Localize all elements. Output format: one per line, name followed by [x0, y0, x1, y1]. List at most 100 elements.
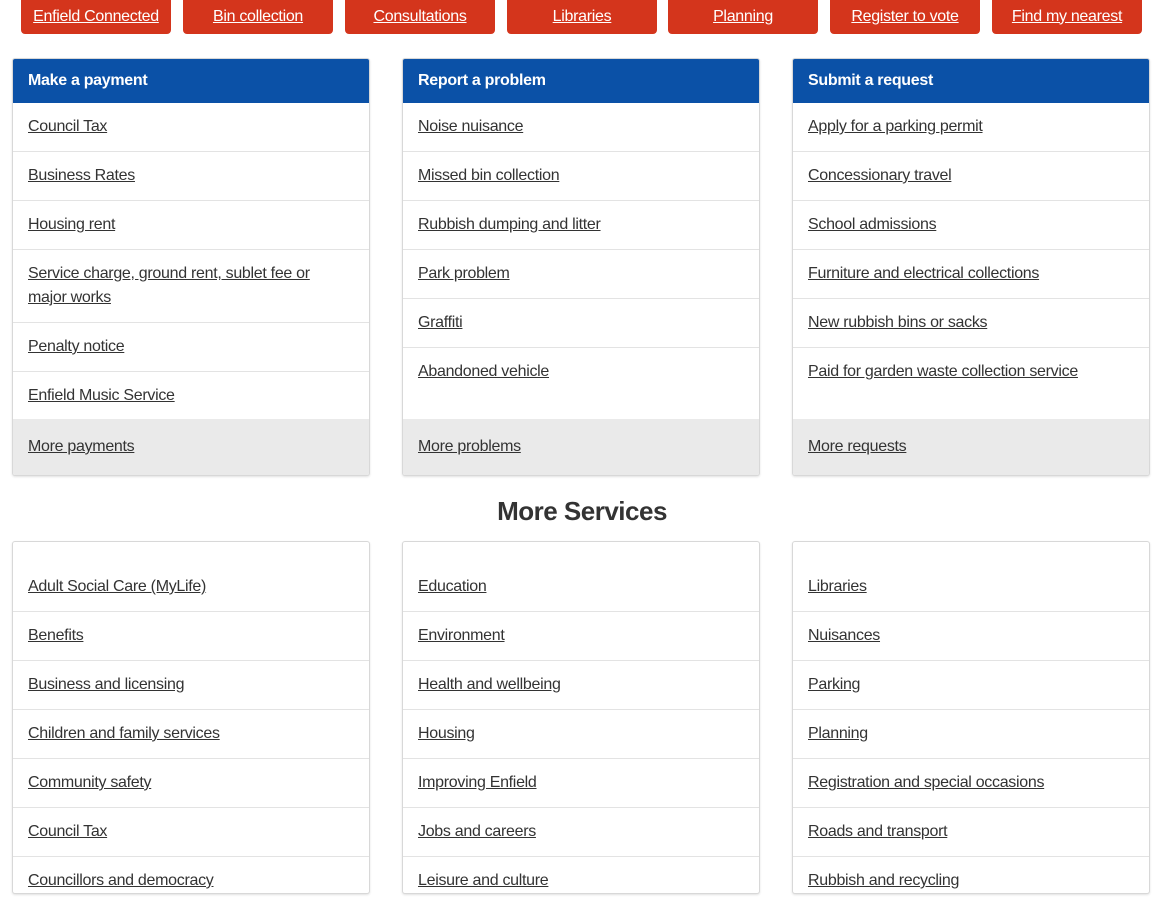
- service-link[interactable]: Libraries: [808, 578, 867, 595]
- card-title: Report a problem: [403, 59, 759, 103]
- service-link[interactable]: Health and wellbeing: [418, 676, 561, 693]
- payment-link-housing-rent[interactable]: Housing rent: [28, 216, 116, 233]
- more-problems-link[interactable]: More problems: [418, 438, 521, 455]
- list-item: Health and wellbeing: [403, 661, 759, 710]
- quick-link-find-my-nearest[interactable]: Find my nearest: [992, 0, 1142, 34]
- quick-link-enfield-connected[interactable]: Enfield Connected: [21, 0, 171, 34]
- problem-link-park[interactable]: Park problem: [418, 265, 510, 282]
- list-item: Service charge, ground rent, sublet fee …: [13, 250, 369, 323]
- list-item: Parking: [793, 661, 1149, 710]
- request-link-garden-waste[interactable]: Paid for garden waste collection service: [808, 363, 1078, 380]
- service-link[interactable]: Adult Social Care (MyLife): [28, 578, 207, 595]
- problem-link-rubbish-dumping[interactable]: Rubbish dumping and litter: [418, 216, 601, 233]
- list-item: Community safety: [13, 759, 369, 808]
- card-title: Submit a request: [793, 59, 1149, 103]
- service-link[interactable]: Education: [418, 578, 487, 595]
- service-link[interactable]: Nuisances: [808, 627, 881, 644]
- payment-link-business-rates[interactable]: Business Rates: [28, 167, 135, 184]
- request-link-school-admissions[interactable]: School admissions: [808, 216, 937, 233]
- service-link[interactable]: Planning: [808, 725, 868, 742]
- service-link[interactable]: Councillors and democracy: [28, 872, 214, 889]
- problem-list: Noise nuisance Missed bin collection Rub…: [403, 103, 759, 396]
- list-item: Council Tax: [13, 808, 369, 857]
- list-item: Roads and transport: [793, 808, 1149, 857]
- service-link[interactable]: Community safety: [28, 774, 152, 791]
- quick-link-planning[interactable]: Planning: [668, 0, 818, 34]
- list-item: Planning: [793, 710, 1149, 759]
- list-item: New rubbish bins or sacks: [793, 299, 1149, 348]
- quick-link-bin-collection[interactable]: Bin collection: [183, 0, 333, 34]
- more-requests-link[interactable]: More requests: [808, 438, 907, 455]
- list-item: Leisure and culture: [403, 857, 759, 893]
- more-services-heading: More Services: [497, 496, 667, 526]
- list-item: Noise nuisance: [403, 103, 759, 152]
- report-a-problem-card: Report a problem Noise nuisance Missed b…: [402, 58, 760, 476]
- list-item: Environment: [403, 612, 759, 661]
- list-item: Business and licensing: [13, 661, 369, 710]
- list-item: Park problem: [403, 250, 759, 299]
- payment-list: Council Tax Business Rates Housing rent …: [13, 103, 369, 420]
- submit-a-request-card: Submit a request Apply for a parking per…: [792, 58, 1150, 476]
- problem-link-noise[interactable]: Noise nuisance: [418, 118, 524, 135]
- service-link[interactable]: Housing: [418, 725, 475, 742]
- service-link[interactable]: Council Tax: [28, 823, 108, 840]
- service-link[interactable]: Leisure and culture: [418, 872, 549, 889]
- list-item: Housing rent: [13, 201, 369, 250]
- card-footer: More payments: [13, 419, 369, 475]
- list-item: Jobs and careers: [403, 808, 759, 857]
- card-footer: More problems: [403, 419, 759, 475]
- card-footer: More requests: [793, 419, 1149, 475]
- request-list: Apply for a parking permit Concessionary…: [793, 103, 1149, 396]
- quick-links-bar: Enfield Connected Bin collection Consult…: [0, 0, 1171, 34]
- list-item: Apply for a parking permit: [793, 103, 1149, 152]
- problem-link-missed-bin[interactable]: Missed bin collection: [418, 167, 560, 184]
- list-item: Paid for garden waste collection service: [793, 348, 1149, 396]
- list-item: School admissions: [793, 201, 1149, 250]
- list-item: Penalty notice: [13, 323, 369, 372]
- services-column-3: Libraries Nuisances Parking Planning Reg…: [792, 541, 1150, 894]
- request-link-parking-permit[interactable]: Apply for a parking permit: [808, 118, 983, 135]
- make-a-payment-card: Make a payment Council Tax Business Rate…: [12, 58, 370, 476]
- payment-link-penalty-notice[interactable]: Penalty notice: [28, 338, 125, 355]
- service-link[interactable]: Children and family services: [28, 725, 220, 742]
- service-link[interactable]: Environment: [418, 627, 505, 644]
- service-link[interactable]: Parking: [808, 676, 861, 693]
- request-link-furniture-collections[interactable]: Furniture and electrical collections: [808, 265, 1040, 282]
- service-link[interactable]: Improving Enfield: [418, 774, 537, 791]
- list-item: Councillors and democracy: [13, 857, 369, 893]
- list-item: Registration and special occasions: [793, 759, 1149, 808]
- services-list: Education Environment Health and wellbei…: [403, 542, 759, 893]
- payment-link-music-service[interactable]: Enfield Music Service: [28, 387, 175, 404]
- more-payments-link[interactable]: More payments: [28, 438, 135, 455]
- list-item: Adult Social Care (MyLife): [13, 563, 369, 612]
- quick-link-libraries[interactable]: Libraries: [507, 0, 657, 34]
- service-link[interactable]: Roads and transport: [808, 823, 948, 840]
- list-item: Housing: [403, 710, 759, 759]
- payment-link-council-tax[interactable]: Council Tax: [28, 118, 108, 135]
- list-item: Graffiti: [403, 299, 759, 348]
- quick-link-register-to-vote[interactable]: Register to vote: [830, 0, 980, 34]
- service-link[interactable]: Benefits: [28, 627, 84, 644]
- list-item: Council Tax: [13, 103, 369, 152]
- list-item: Libraries: [793, 563, 1149, 612]
- list-item: Concessionary travel: [793, 152, 1149, 201]
- list-item: Rubbish dumping and litter: [403, 201, 759, 250]
- service-link[interactable]: Registration and special occasions: [808, 774, 1045, 791]
- list-item: Improving Enfield: [403, 759, 759, 808]
- list-item: Rubbish and recycling: [793, 857, 1149, 893]
- service-link[interactable]: Jobs and careers: [418, 823, 536, 840]
- quick-link-consultations[interactable]: Consultations: [345, 0, 495, 34]
- list-item: Abandoned vehicle: [403, 348, 759, 396]
- list-item: Furniture and electrical collections: [793, 250, 1149, 299]
- service-link[interactable]: Business and licensing: [28, 676, 185, 693]
- request-link-new-bins[interactable]: New rubbish bins or sacks: [808, 314, 988, 331]
- service-link[interactable]: Rubbish and recycling: [808, 872, 960, 889]
- card-title: Make a payment: [13, 59, 369, 103]
- list-item: Nuisances: [793, 612, 1149, 661]
- list-item: Business Rates: [13, 152, 369, 201]
- problem-link-graffiti[interactable]: Graffiti: [418, 314, 463, 331]
- request-link-concessionary-travel[interactable]: Concessionary travel: [808, 167, 952, 184]
- payment-link-service-charge[interactable]: Service charge, ground rent, sublet fee …: [28, 265, 310, 306]
- problem-link-abandoned-vehicle[interactable]: Abandoned vehicle: [418, 363, 550, 380]
- services-column-1: Adult Social Care (MyLife) Benefits Busi…: [12, 541, 370, 894]
